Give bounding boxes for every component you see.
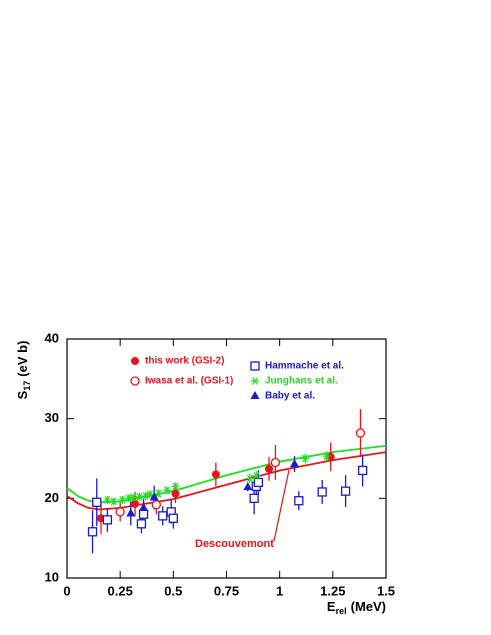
x-label-main: E [327,599,336,614]
data-point [128,493,137,502]
legend-label: Hammache et al. [265,361,344,372]
data-point [92,497,102,507]
data-point [162,486,171,495]
data-point [252,472,261,480]
x-tick-label: 1 [276,583,283,598]
data-point [357,465,368,476]
x-label-sub: rel [336,606,347,616]
data-point [290,459,300,468]
data-point [301,454,310,463]
legend-marker [250,391,260,399]
theory-curve [66,451,387,511]
legend-label: Junghans et al. [265,376,338,387]
x-tick-label: 0 [63,583,70,598]
y-label-sub: 17 [22,381,32,391]
x-tick-label: 1.5 [377,583,395,598]
data-point [136,519,147,529]
data-point [249,493,259,503]
data-point [126,508,136,517]
legend-marker [251,377,259,385]
data-point [171,482,180,491]
data-point [87,527,98,537]
y-axis-label: S17 (eV b) [15,341,32,400]
x-tick-label: 1.25 [320,583,345,598]
x-tick-label: 0.25 [108,583,133,598]
data-point [317,487,327,497]
data-point [168,513,178,523]
data-point [115,507,125,517]
data-point [243,482,253,491]
y-label-main: S [15,390,30,399]
data-point [211,470,220,479]
data-point [145,490,154,499]
data-point [109,497,118,506]
data-point [154,489,163,498]
data-point [151,500,161,510]
legend-marker [130,376,140,386]
data-point [118,496,127,504]
data-point [265,464,274,473]
data-point [103,496,112,504]
data-point [158,511,168,521]
legend-marker [250,361,260,371]
x-axis-label: Erel (MeV) [327,599,386,616]
data-point [139,502,149,511]
y-tick-label: 10 [45,569,59,584]
data-point [149,492,159,501]
data-point [171,489,180,498]
data-point [102,515,113,525]
data-point [245,474,254,483]
y-tick-label: 20 [45,490,59,505]
legend-label: Iwasa et al. (GSI-1) [145,376,233,387]
data-point [355,428,366,438]
data-point [138,509,149,519]
data-point [340,486,351,496]
x-tick-label: 0.5 [164,583,182,598]
x-label-rest: (MeV) [351,599,386,614]
y-tick-label: 40 [45,330,59,345]
data-point [131,499,140,508]
y-label-rest: (eV b) [15,341,30,377]
legend-label: Baby et al. [265,391,315,402]
annotation-pointer [273,469,290,542]
data-point [294,496,304,506]
data-point [135,492,144,501]
theory-curve [66,444,387,504]
annotation: Descouvemont [195,538,274,550]
data-point [322,452,331,460]
y-tick-label: 30 [45,410,59,425]
legend-label: this work (GSI-2) [145,356,224,367]
data-point [270,457,281,468]
legend-marker [131,357,139,365]
x-tick-label: 0.75 [214,583,239,598]
